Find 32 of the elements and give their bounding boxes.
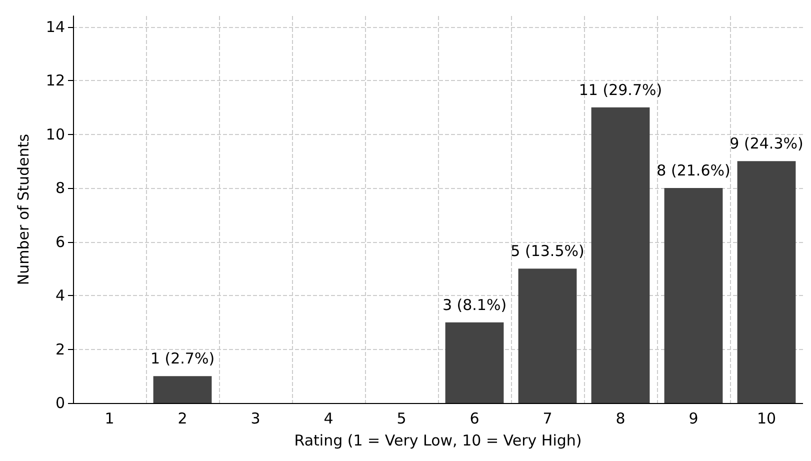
data-label: 8 (21.6%) xyxy=(656,162,730,180)
y-tick-label: 2 xyxy=(55,340,65,358)
data-label: 1 (2.7%) xyxy=(150,350,215,368)
x-axis-title: Rating (1 = Very Low, 10 = Very High) xyxy=(294,432,582,450)
x-tick-label: 3 xyxy=(250,410,260,428)
y-tick-label: 14 xyxy=(46,18,65,36)
data-label: 9 (24.3%) xyxy=(730,134,804,153)
bar xyxy=(591,107,650,403)
x-tick-label: 4 xyxy=(324,410,334,428)
data-label: 5 (13.5%) xyxy=(510,242,584,260)
y-tick-label: 4 xyxy=(55,286,65,304)
y-tick-label: 6 xyxy=(55,232,65,251)
bar xyxy=(664,188,723,403)
bar xyxy=(153,376,212,403)
bar xyxy=(737,161,796,403)
x-tick-label: 6 xyxy=(470,410,480,428)
y-axis-title: Number of Students xyxy=(14,134,32,286)
x-tick-label: 10 xyxy=(756,410,776,428)
data-label: 11 (29.7%) xyxy=(578,80,662,99)
y-tick-label: 0 xyxy=(55,394,65,412)
x-tick-label: 9 xyxy=(688,410,698,428)
x-tick-label: 2 xyxy=(178,410,188,428)
data-label: 3 (8.1%) xyxy=(442,296,507,314)
y-tick-label: 10 xyxy=(46,125,65,144)
y-tick-label: 12 xyxy=(46,72,65,90)
bar xyxy=(445,322,504,403)
x-tick-label: 7 xyxy=(542,410,552,428)
x-tick-label: 8 xyxy=(616,410,626,428)
bar xyxy=(518,268,577,403)
y-tick-label: 8 xyxy=(55,179,65,197)
x-tick-label: 5 xyxy=(396,410,406,428)
x-tick-label: 1 xyxy=(104,410,114,428)
